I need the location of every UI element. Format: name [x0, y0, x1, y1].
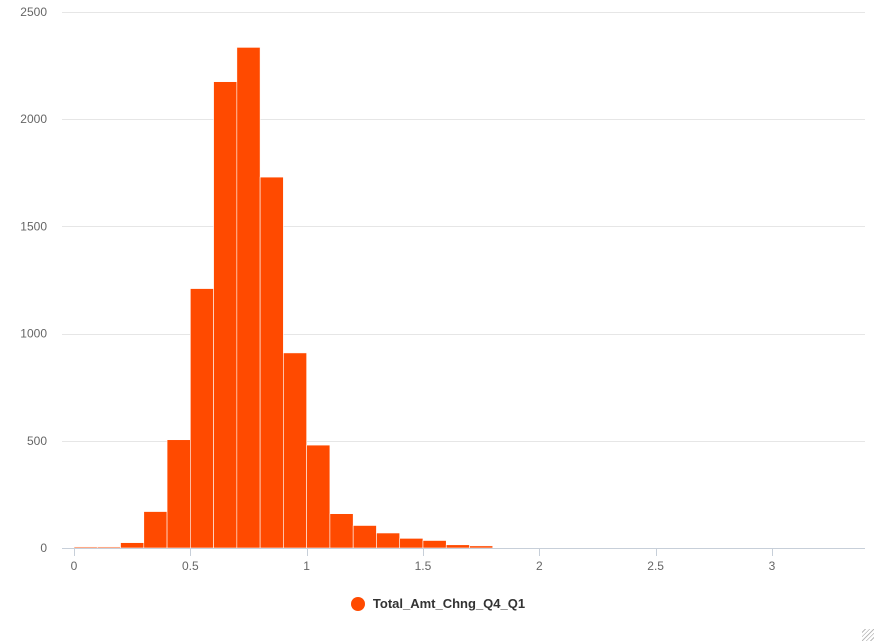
histogram-bar[interactable] — [469, 545, 494, 549]
y-tick-label: 2500 — [20, 5, 47, 19]
histogram-bar[interactable] — [120, 542, 145, 549]
resize-handle-icon[interactable] — [862, 629, 874, 641]
histogram-bar[interactable] — [306, 444, 331, 549]
x-tick-label: 3 — [769, 559, 776, 573]
histogram-bar[interactable] — [376, 532, 401, 549]
histogram-bar[interactable] — [399, 538, 424, 549]
histogram-bar[interactable] — [352, 525, 377, 549]
y-tick-label: 0 — [40, 541, 47, 555]
x-tick-label: 0.5 — [182, 559, 199, 573]
y-tick-label: 2000 — [20, 112, 47, 126]
histogram-bar[interactable] — [445, 544, 470, 549]
histogram-bar[interactable] — [190, 288, 214, 549]
y-tick-label: 500 — [27, 434, 47, 448]
histogram-bar[interactable] — [213, 81, 238, 549]
legend-marker-icon — [350, 596, 365, 611]
histogram-bar[interactable] — [259, 176, 284, 549]
legend-label: Total_Amt_Chng_Q4_Q1 — [372, 596, 526, 611]
legend: Total_Amt_Chng_Q4_Q1 — [0, 596, 876, 611]
x-axis — [62, 548, 865, 556]
y-axis-labels: 0 500 1000 1500 2000 2500 — [20, 5, 47, 555]
histogram-bar[interactable] — [143, 511, 168, 549]
x-tick-label: 1.5 — [415, 559, 432, 573]
histogram-bar[interactable] — [422, 540, 447, 549]
histogram-bar[interactable] — [73, 546, 98, 549]
y-tick-label: 1500 — [20, 219, 47, 233]
histogram-bar[interactable] — [96, 546, 121, 549]
histogram-chart: 0 500 1000 1500 2000 2500 0 0.5 1 1.5 2 2.5 3 — [20, 5, 865, 573]
x-axis-labels: 0 0.5 1 1.5 2 2.5 3 — [71, 559, 776, 573]
bars — [73, 47, 494, 549]
x-tick-label: 2 — [536, 559, 543, 573]
histogram-bar[interactable] — [236, 47, 261, 549]
histogram-bar[interactable] — [283, 352, 307, 549]
gridlines — [62, 12, 865, 442]
histogram-bar[interactable] — [329, 513, 354, 549]
legend-item[interactable]: Total_Amt_Chng_Q4_Q1 — [350, 596, 526, 611]
y-tick-label: 1000 — [20, 327, 47, 341]
histogram-bar[interactable] — [166, 439, 191, 549]
x-tick-label: 1 — [303, 559, 310, 573]
x-tick-label: 0 — [71, 559, 78, 573]
x-tick-label: 2.5 — [647, 559, 664, 573]
